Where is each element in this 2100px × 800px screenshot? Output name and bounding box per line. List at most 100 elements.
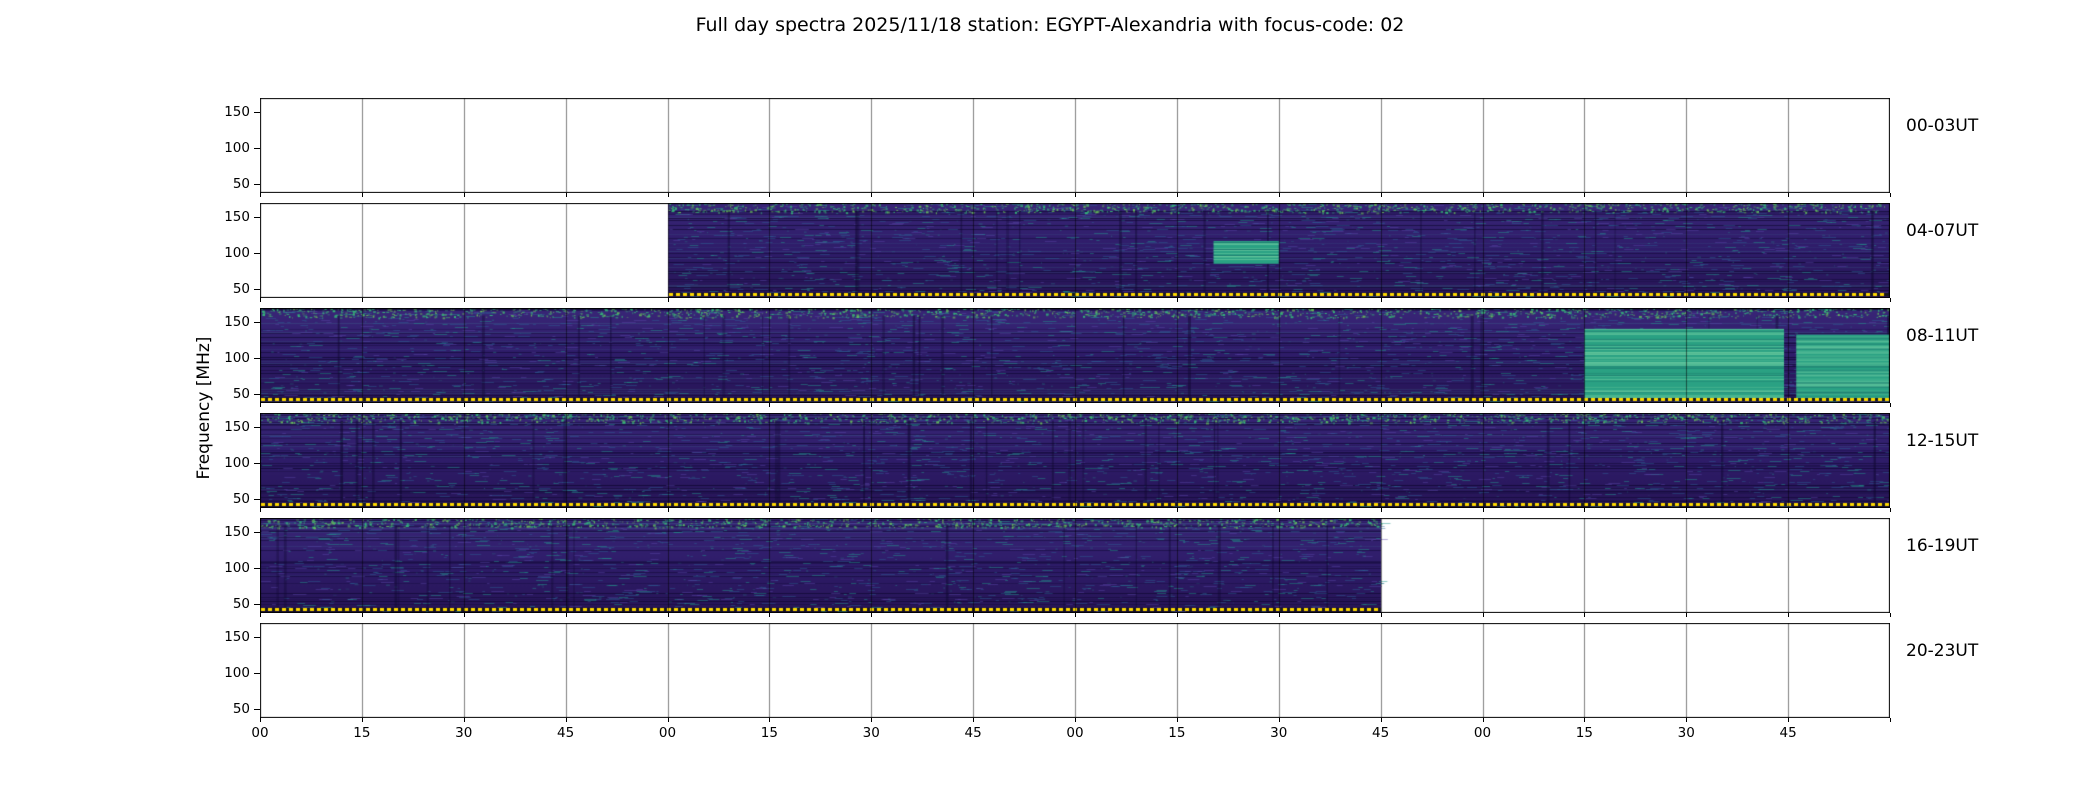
xtick-mark	[1075, 508, 1076, 512]
ytick-mark	[254, 463, 260, 465]
ytick-label: 150	[224, 314, 250, 331]
xtick-mark	[464, 508, 465, 512]
xtick-label: 00	[1066, 725, 1084, 741]
xtick-mark	[668, 403, 669, 407]
xtick-mark	[1686, 508, 1687, 512]
xtick-mark	[566, 508, 567, 512]
xtick-mark	[973, 403, 974, 407]
xtick-mark	[1686, 718, 1687, 722]
xtick-label: 15	[1575, 725, 1593, 741]
xtick-mark	[769, 718, 770, 722]
ytick-mark	[254, 637, 260, 639]
xtick-mark	[1483, 193, 1484, 197]
xtick-mark	[260, 613, 261, 617]
xtick-mark	[1788, 298, 1789, 302]
xtick-mark	[1381, 298, 1382, 302]
ytick-mark	[254, 498, 260, 500]
ytick-mark	[254, 358, 260, 360]
xtick-mark	[1381, 193, 1382, 197]
ytick-label: 150	[224, 104, 250, 121]
ytick-label: 150	[224, 419, 250, 436]
xtick-label: 30	[862, 725, 880, 741]
xtick-mark	[1381, 508, 1382, 512]
xtick-mark	[464, 718, 465, 722]
ytick-mark	[254, 427, 260, 429]
xtick-mark	[668, 508, 669, 512]
xtick-mark	[1584, 718, 1585, 722]
xtick-mark	[1075, 718, 1076, 722]
spectrogram-canvas	[260, 518, 1890, 613]
xtick-mark	[1075, 298, 1076, 302]
ytick-mark	[254, 183, 260, 185]
xtick-mark	[566, 298, 567, 302]
xtick-mark	[871, 718, 872, 722]
xtick-mark	[1483, 508, 1484, 512]
spectrogram-panel-12-15UT	[260, 413, 1890, 508]
xtick-label: 15	[1168, 725, 1186, 741]
xtick-mark	[1177, 718, 1178, 722]
ytick-mark	[254, 288, 260, 290]
xtick-mark	[1890, 193, 1891, 197]
xtick-mark	[769, 613, 770, 617]
ytick-label: 150	[224, 209, 250, 226]
ytick-mark	[254, 708, 260, 710]
xtick-mark	[260, 403, 261, 407]
xtick-mark	[362, 613, 363, 617]
xtick-label: 00	[251, 725, 269, 741]
xtick-mark	[1279, 613, 1280, 617]
spectrogram-panel-20-23UT	[260, 623, 1890, 718]
xtick-mark	[1788, 508, 1789, 512]
xtick-mark	[1381, 718, 1382, 722]
xtick-mark	[1788, 403, 1789, 407]
ytick-mark	[254, 253, 260, 255]
xtick-mark	[973, 298, 974, 302]
ytick-mark	[254, 673, 260, 675]
xtick-mark	[1890, 298, 1891, 302]
chart-title: Full day spectra 2025/11/18 station: EGY…	[695, 14, 1405, 36]
panel-label: 04-07UT	[1906, 221, 1979, 241]
xtick-mark	[668, 613, 669, 617]
xtick-mark	[1381, 403, 1382, 407]
ytick-mark	[254, 112, 260, 114]
xtick-mark	[464, 298, 465, 302]
xtick-mark	[1483, 613, 1484, 617]
xtick-mark	[871, 298, 872, 302]
xtick-mark	[1483, 298, 1484, 302]
xtick-label: 30	[1677, 725, 1695, 741]
spectrogram-panel-04-07UT	[260, 203, 1890, 298]
xtick-mark	[769, 193, 770, 197]
xtick-mark	[260, 298, 261, 302]
xtick-mark	[464, 613, 465, 617]
xtick-mark	[1075, 193, 1076, 197]
ytick-mark	[254, 603, 260, 605]
xtick-mark	[668, 298, 669, 302]
xtick-label: 45	[1372, 725, 1390, 741]
xtick-mark	[1686, 613, 1687, 617]
xtick-label: 15	[760, 725, 778, 741]
xtick-mark	[1890, 613, 1891, 617]
ytick-label: 50	[232, 280, 250, 297]
panel-label: 20-23UT	[1906, 641, 1979, 661]
xtick-mark	[1279, 508, 1280, 512]
xtick-mark	[566, 403, 567, 407]
xtick-mark	[1686, 298, 1687, 302]
ytick-label: 100	[224, 245, 250, 262]
xtick-label: 00	[1473, 725, 1492, 741]
xtick-mark	[464, 403, 465, 407]
xtick-mark	[769, 403, 770, 407]
ytick-label: 50	[232, 595, 250, 612]
ytick-label: 100	[224, 455, 250, 472]
xtick-label: 45	[557, 725, 575, 741]
xtick-mark	[1279, 718, 1280, 722]
xtick-mark	[871, 613, 872, 617]
xtick-label: 30	[455, 725, 473, 741]
xtick-mark	[362, 508, 363, 512]
xtick-mark	[973, 613, 974, 617]
xtick-mark	[1279, 193, 1280, 197]
spectrogram-canvas	[260, 98, 1890, 193]
xtick-mark	[1177, 193, 1178, 197]
ytick-label: 50	[232, 490, 250, 507]
xtick-mark	[1381, 613, 1382, 617]
xtick-mark	[769, 298, 770, 302]
xtick-mark	[1075, 403, 1076, 407]
